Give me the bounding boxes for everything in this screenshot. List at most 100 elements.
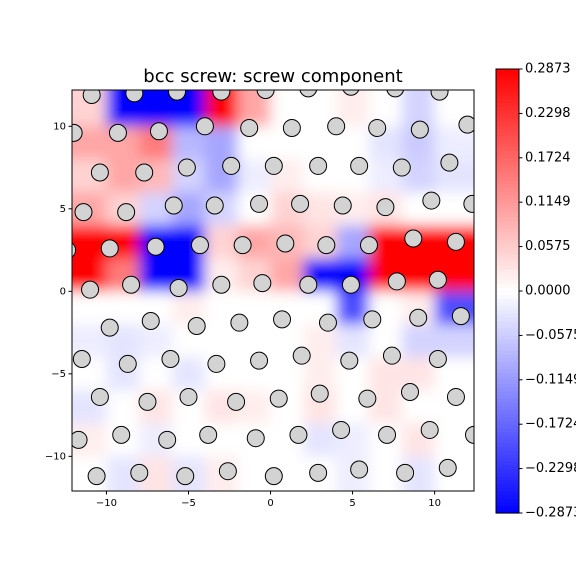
atom — [309, 156, 328, 175]
colorbar-step — [496, 383, 519, 388]
atom — [386, 90, 405, 98]
colorbar-step — [496, 490, 519, 496]
colorbar-step — [496, 176, 519, 181]
atom — [463, 194, 474, 213]
atom — [282, 118, 301, 137]
atom — [135, 163, 154, 182]
colorbar-step — [496, 501, 519, 507]
colorbar-step — [496, 283, 519, 288]
field-cell — [270, 258, 304, 292]
atom — [410, 120, 429, 139]
colorbar-step — [496, 87, 519, 92]
colorbar-step — [496, 498, 519, 503]
atom — [438, 458, 457, 477]
colorbar-step — [496, 276, 519, 281]
atom — [195, 117, 214, 136]
colorbar-step — [496, 161, 519, 166]
colorbar-step — [496, 228, 519, 233]
colorbar-step — [496, 331, 519, 336]
atom — [177, 158, 196, 177]
colorbar-step — [496, 294, 519, 299]
colorbar-step — [496, 213, 519, 218]
colorbar-step — [496, 261, 519, 266]
colorbar-step — [496, 453, 519, 459]
x-tick-label: 10 — [428, 498, 441, 509]
colorbar-step — [496, 202, 519, 207]
atom-layer — [72, 90, 474, 486]
atom — [250, 194, 269, 213]
colorbar-step — [496, 135, 519, 140]
colorbar-step — [496, 194, 519, 200]
colorbar-step — [496, 187, 519, 192]
colorbar-step — [496, 180, 519, 185]
colorbar-step — [496, 350, 519, 355]
colorbar-step — [496, 394, 519, 399]
colorbar-step — [496, 76, 519, 81]
colorbar-step — [496, 287, 519, 292]
field-cell — [237, 456, 272, 491]
colorbar-step — [496, 431, 519, 436]
colorbar-step — [496, 339, 519, 344]
atom — [161, 349, 180, 368]
atom — [122, 275, 141, 294]
colorbar-tick-label: −0.2298 — [525, 461, 576, 476]
atom — [350, 156, 369, 175]
atom — [368, 118, 387, 137]
colorbar-step — [496, 154, 519, 159]
atom — [205, 196, 224, 215]
atom — [82, 90, 101, 104]
colorbar-step — [496, 472, 519, 477]
colorbar-step — [496, 424, 519, 429]
colorbar-step — [496, 420, 519, 425]
atom — [378, 425, 397, 444]
x-tick-label: 0 — [267, 498, 273, 509]
colorbar-step — [496, 494, 519, 499]
atom — [207, 354, 226, 373]
x-tick-label: 5 — [349, 498, 355, 509]
atom — [358, 389, 377, 408]
colorbar-tick-label: 0.0000 — [525, 284, 571, 299]
colorbar-step — [496, 98, 519, 103]
atom — [451, 307, 470, 326]
colorbar-step — [496, 398, 519, 403]
field-cell — [139, 456, 173, 491]
atom — [256, 90, 275, 99]
colorbar-step — [496, 83, 519, 89]
colorbar-step — [496, 217, 519, 222]
colorbar-step — [496, 168, 519, 174]
atom — [250, 351, 269, 370]
atom — [108, 123, 127, 142]
colorbar-step — [496, 191, 519, 196]
atom — [112, 425, 131, 444]
atom — [74, 203, 93, 222]
atom — [387, 272, 406, 291]
atom — [341, 275, 360, 294]
colorbar-step — [496, 198, 519, 203]
colorbar-step — [496, 402, 519, 407]
colorbar-step — [496, 353, 519, 359]
atom — [363, 310, 382, 329]
atom — [382, 346, 401, 365]
colorbar-step — [496, 365, 519, 370]
atom — [404, 229, 423, 248]
field-cell — [434, 192, 474, 226]
colorbar-tick-label: 0.2873 — [525, 62, 571, 77]
colorbar-step — [496, 313, 519, 318]
colorbar-step — [496, 291, 519, 296]
field-cell — [401, 90, 436, 127]
colorbar-step — [496, 224, 519, 229]
colorbar-step — [496, 146, 519, 151]
atom — [187, 316, 206, 335]
colorbar-step — [496, 235, 519, 240]
atom — [291, 194, 310, 213]
atom — [164, 196, 183, 215]
field-cell — [303, 423, 337, 457]
atom — [359, 236, 378, 255]
y-tick-label: −10 — [45, 451, 66, 462]
colorbar-step — [496, 379, 519, 385]
colorbar-step — [496, 390, 519, 396]
colorbar-step — [496, 439, 519, 444]
atom — [100, 239, 119, 258]
atom — [309, 463, 328, 482]
